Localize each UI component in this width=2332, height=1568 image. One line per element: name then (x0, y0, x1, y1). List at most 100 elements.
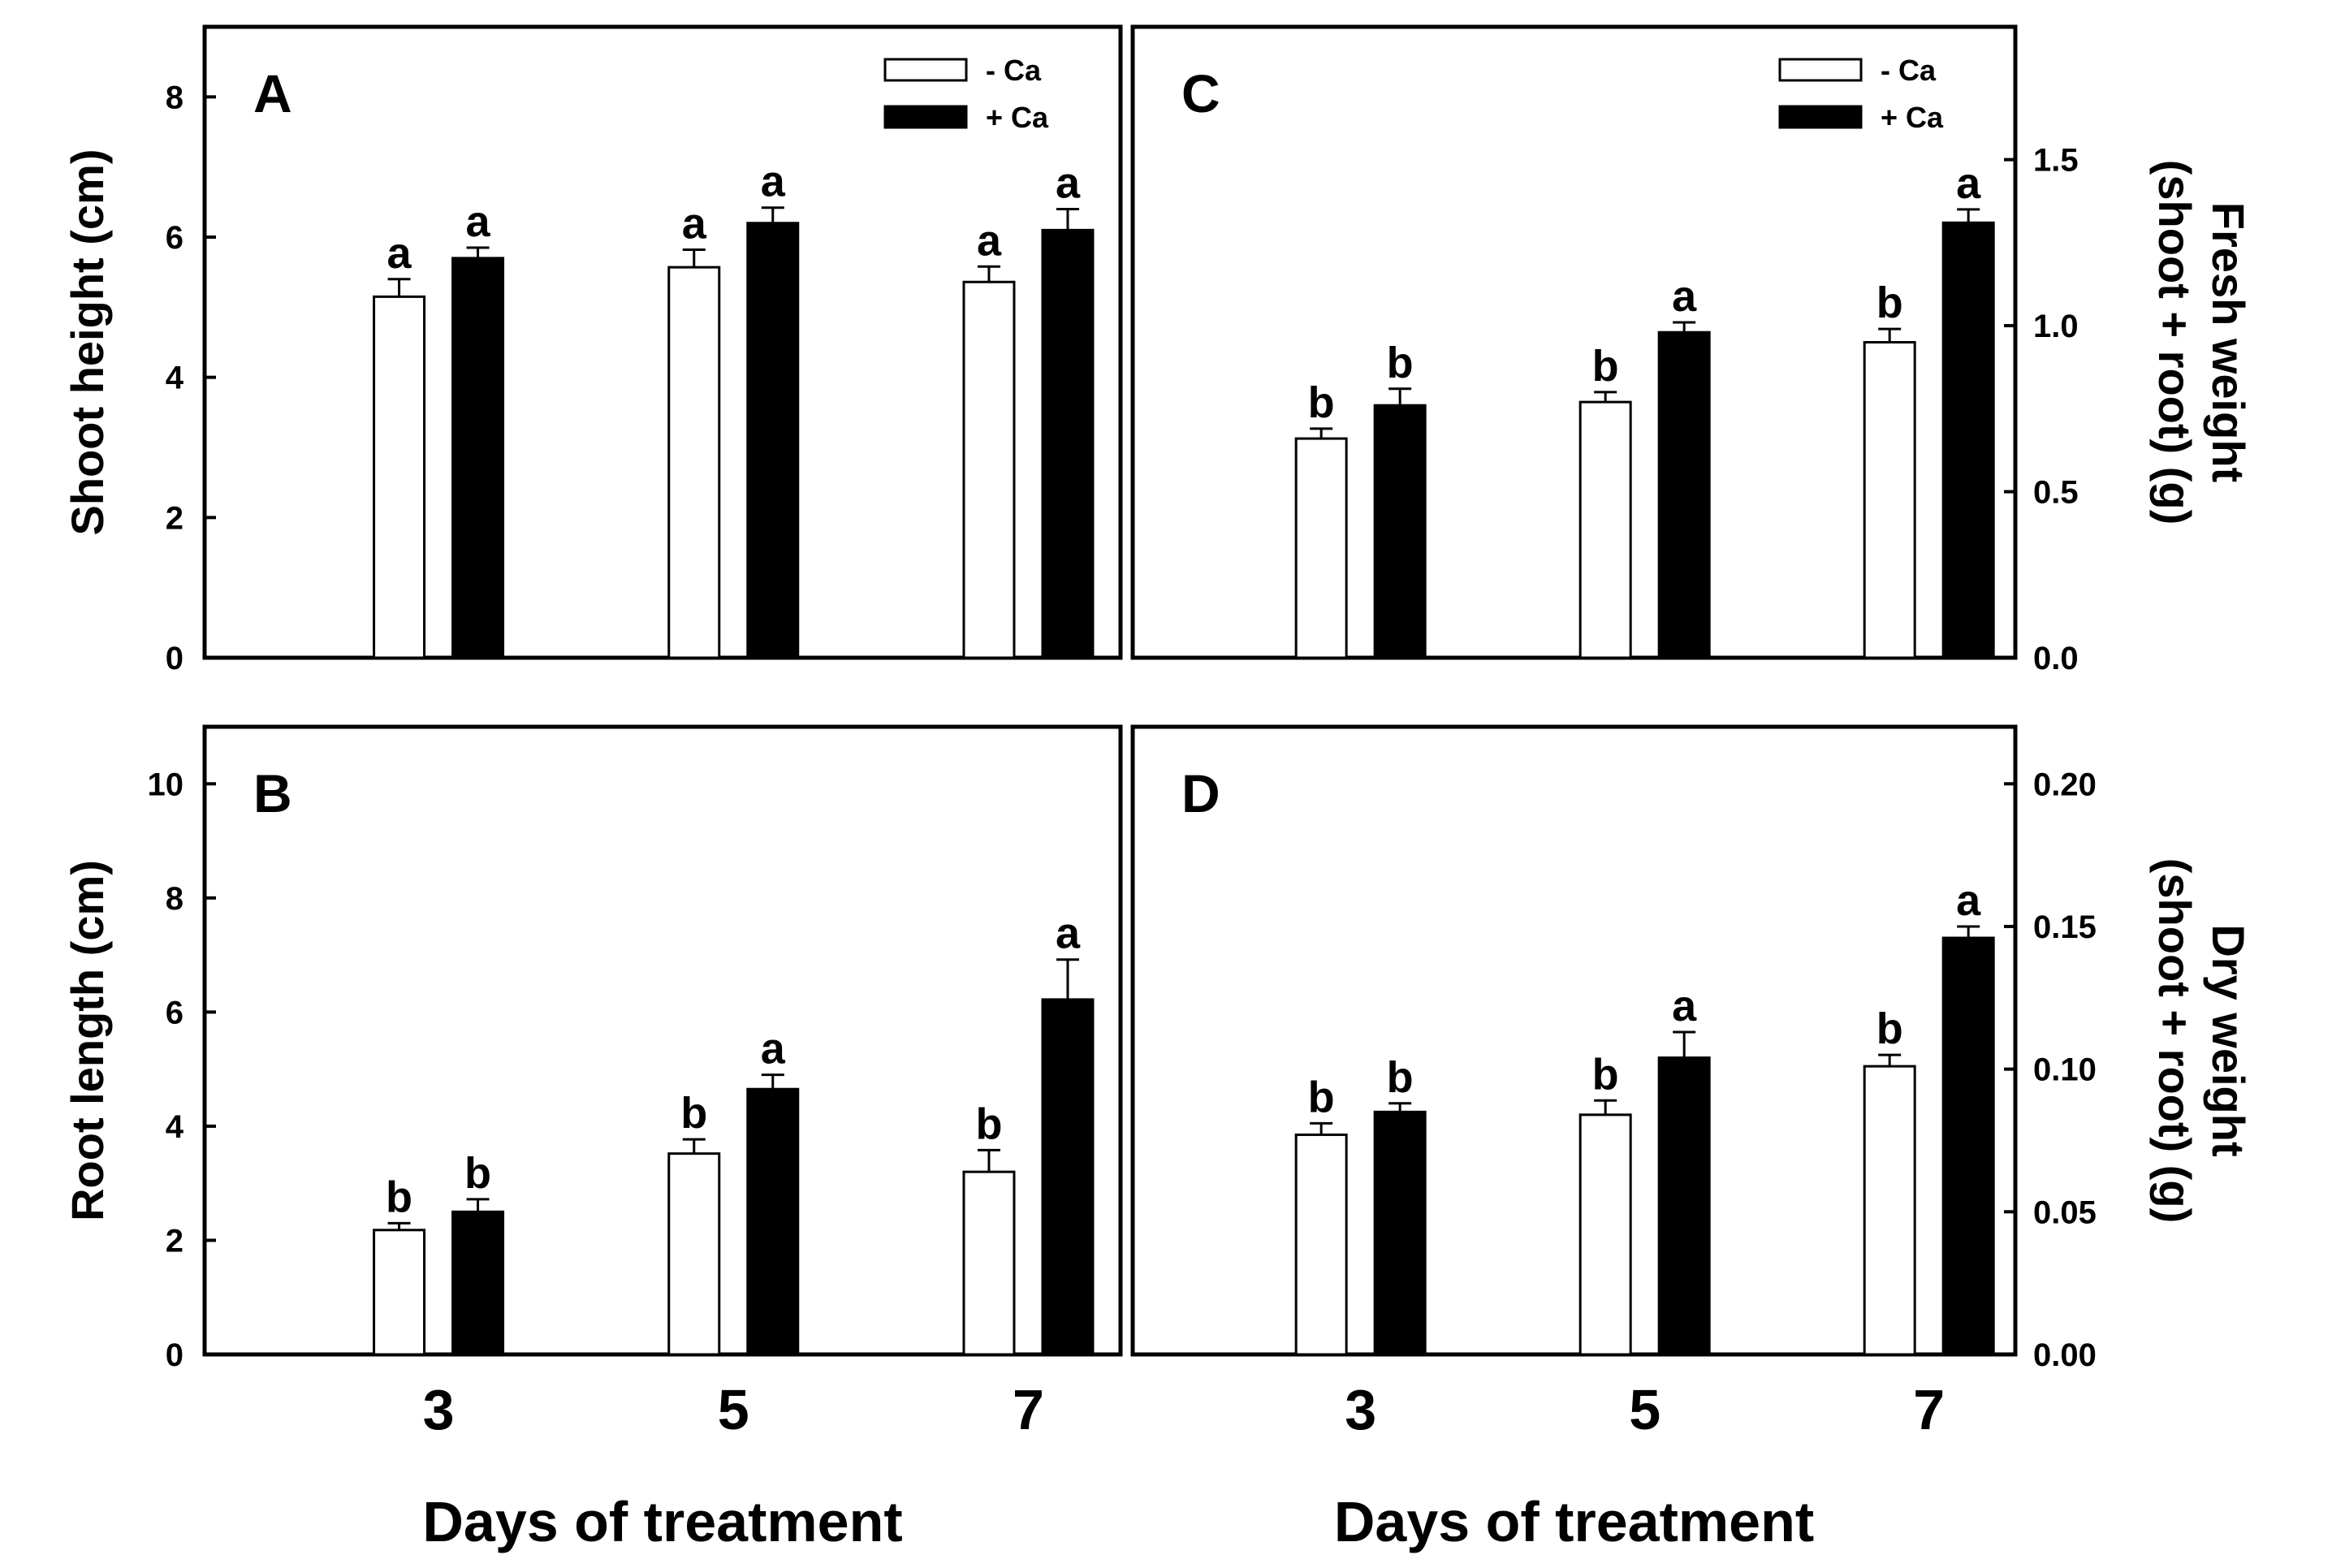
bar (667, 1152, 721, 1356)
x-tick-label: 5 (1629, 1378, 1660, 1441)
y-tick-label: 6 (166, 995, 184, 1030)
x-axis-title: Days of treatment (1334, 1490, 1814, 1553)
significance-letter: b (464, 1149, 491, 1198)
bar (1294, 437, 1348, 659)
bar (1373, 404, 1427, 659)
legend-label: + Ca (986, 101, 1049, 134)
y-tick-label: 1.0 (2033, 309, 2079, 344)
bar (373, 295, 426, 659)
significance-letter: a (387, 229, 412, 278)
plot-frame (1130, 724, 2018, 1357)
panel-c: 0.0 0.5 1.0 1.5 Fresh weight(shoot + root) (… (1130, 24, 2254, 676)
significance-letter: b (1592, 342, 1619, 391)
bar (962, 1170, 1016, 1356)
y-tick-label: 1.5 (2033, 143, 2079, 179)
significance-letter: b (975, 1099, 1002, 1148)
y-tick-label: 0 (166, 1337, 184, 1373)
significance-letter: a (1672, 982, 1697, 1030)
legend-label: - Ca (1881, 54, 1937, 87)
x-tick-label: 7 (1013, 1378, 1044, 1441)
significance-letter: b (1387, 339, 1414, 387)
y-tick-label: 0 (166, 641, 184, 676)
y-tick-label: 4 (166, 361, 184, 396)
legend-swatch (1778, 58, 1863, 82)
bar (1578, 1113, 1632, 1356)
panel-label: B (253, 763, 292, 823)
y-axis-title: (shoot + root) (g) (2149, 858, 2200, 1223)
significance-letter: a (1956, 876, 1981, 925)
bar (1657, 330, 1711, 659)
x-tick-label: 3 (1345, 1378, 1376, 1441)
significance-letter: b (1387, 1053, 1414, 1102)
significance-letter: a (1056, 158, 1081, 207)
y-axis-title: Dry weight (2203, 924, 2254, 1156)
y-tick-label: 0.20 (2033, 767, 2097, 802)
panel-label: C (1181, 63, 1220, 123)
y-tick-label: 8 (166, 881, 184, 917)
y-tick-label: 6 (166, 220, 184, 256)
legend-swatch (1778, 105, 1863, 129)
significance-letter: b (386, 1173, 412, 1221)
y-tick-label: 0.0 (2033, 641, 2079, 676)
legend-swatch (883, 58, 968, 82)
panel-b: 0 2 4 6 8 10 Root length (cm) Bb b b b a a 3 5 7 Days of… (62, 724, 1123, 1553)
y-tick-label: 10 (148, 767, 184, 802)
significance-letter: b (1876, 279, 1903, 327)
bar (1041, 998, 1095, 1356)
significance-letter: b (680, 1089, 707, 1138)
significance-letter: a (1956, 159, 1981, 208)
y-tick-label: 0.05 (2033, 1194, 2097, 1230)
significance-letter: b (1592, 1050, 1619, 1099)
bar (1863, 341, 1916, 659)
x-tick-label: 3 (423, 1378, 455, 1441)
bar (667, 266, 721, 659)
y-tick-label: 0.15 (2033, 909, 2097, 945)
significance-letter: a (466, 197, 491, 246)
bar (1941, 936, 1995, 1356)
significance-letter: b (1876, 1004, 1903, 1053)
legend-label: - Ca (986, 54, 1042, 87)
y-tick-label: 2 (166, 1223, 184, 1259)
significance-letter: a (682, 200, 707, 248)
y-axis-title: Shoot height (cm) (62, 149, 113, 536)
y-tick-label: 0.00 (2033, 1337, 2097, 1373)
y-tick-label: 8 (166, 80, 184, 115)
bar (746, 222, 800, 659)
plot-frame (202, 724, 1123, 1357)
panel-a: 0 2 4 6 8 Shoot height (cm) Aa a a a a a - Ca + Ca (62, 24, 1123, 676)
bar (1294, 1133, 1348, 1356)
panel-label: D (1181, 763, 1220, 823)
y-tick-label: 4 (166, 1109, 184, 1145)
y-tick-label: 2 (166, 500, 184, 536)
bar (1578, 400, 1632, 659)
plot-frame (1130, 24, 2018, 660)
x-tick-label: 5 (718, 1378, 749, 1441)
bar (1941, 221, 1995, 659)
y-axis-title: Fresh weight (2203, 202, 2254, 482)
bar (1863, 1065, 1916, 1356)
legend-label: + Ca (1881, 101, 1944, 134)
significance-letter: a (761, 1025, 786, 1073)
y-tick-label: 0.5 (2033, 475, 2079, 511)
bar (746, 1087, 800, 1356)
bar (451, 1210, 505, 1356)
panel-label: A (253, 63, 292, 123)
significance-letter: a (1672, 272, 1697, 321)
bar (451, 257, 505, 659)
legend-swatch (883, 105, 968, 129)
plot-frame (202, 24, 1123, 660)
bar (1373, 1110, 1427, 1356)
bar (373, 1229, 426, 1356)
significance-letter: a (761, 158, 786, 206)
significance-letter: b (1308, 378, 1335, 427)
bar (1657, 1056, 1711, 1356)
bar (962, 280, 1016, 659)
significance-letter: a (977, 216, 1002, 265)
y-tick-label: 0.10 (2033, 1052, 2097, 1088)
y-axis-title: Root length (cm) (62, 860, 113, 1221)
x-tick-label: 7 (1913, 1378, 1945, 1441)
significance-letter: b (1308, 1073, 1335, 1121)
bar (1041, 228, 1095, 659)
y-axis-title: (shoot + root) (g) (2149, 160, 2200, 525)
